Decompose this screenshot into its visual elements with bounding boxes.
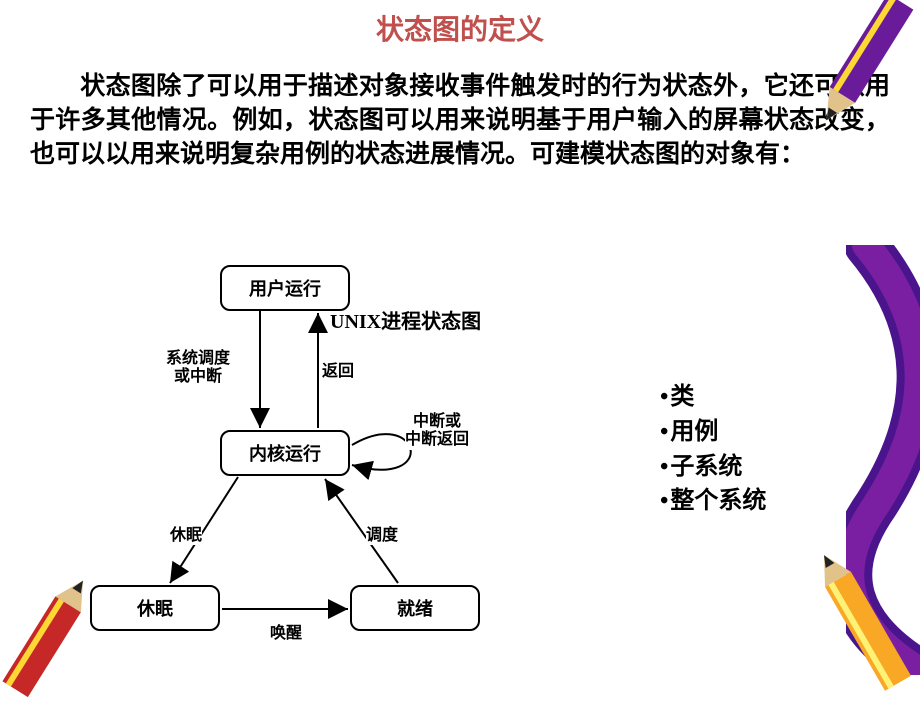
intro-paragraph: 状态图除了可以用于描述对象接收事件触发时的行为状态外，它还可以用于许多其他情况。… [0, 48, 920, 171]
page-title: 状态图的定义 [0, 0, 920, 48]
list-item-label: 用例 [670, 419, 718, 445]
pencil-right-purple [846, 245, 920, 675]
node-user-run: 用户运行 [220, 265, 350, 311]
title-text: 状态图的定义 [376, 15, 544, 46]
node-label: 休眠 [137, 595, 173, 621]
edge-label: 调度 [366, 527, 398, 545]
node-ready: 就绪 [350, 585, 480, 631]
node-label: 用户运行 [249, 275, 321, 301]
edge-label: 中断或中断返回 [405, 413, 469, 450]
edge-label: 休眠 [170, 527, 202, 545]
edge-label: 唤醒 [270, 625, 302, 643]
unix-state-diagram: UNIX进程状态图 用户运行 内核运行 休眠 就绪 系统调度或中断 返回 中断或… [120, 255, 550, 650]
node-sleep: 休眠 [90, 585, 220, 631]
node-kernel-run: 内核运行 [220, 430, 350, 476]
list-item: 整个系统 [660, 484, 766, 519]
edge-label: 返回 [322, 363, 354, 381]
edge-label: 系统调度或中断 [166, 350, 230, 387]
paragraph-text: 状态图除了可以用于描述对象接收事件触发时的行为状态外，它还可以用于许多其他情况。… [30, 73, 890, 168]
node-label: 就绪 [397, 595, 433, 621]
list-item: 类 [660, 380, 766, 415]
list-item-label: 整个系统 [670, 488, 766, 514]
node-label: 内核运行 [249, 440, 321, 466]
list-item-label: 子系统 [670, 454, 742, 480]
list-item-label: 类 [670, 384, 694, 410]
list-item: 子系统 [660, 450, 766, 485]
object-bullet-list: 类 用例 子系统 整个系统 [660, 380, 766, 519]
pencil-right-yellow [818, 540, 920, 710]
list-item: 用例 [660, 415, 766, 450]
